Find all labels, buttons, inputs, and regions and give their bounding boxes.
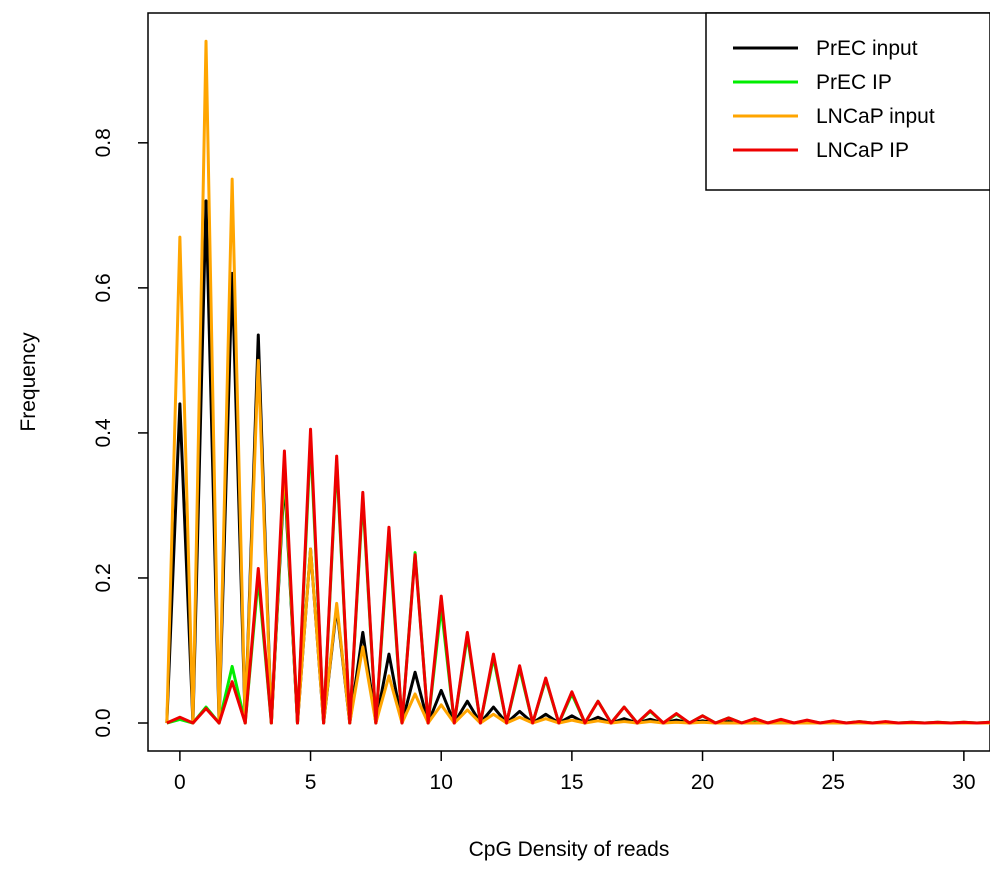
y-tick-label: 0.4 <box>92 418 115 448</box>
legend-label: PrEC input <box>816 37 918 60</box>
y-tick-label: 0.6 <box>92 273 115 302</box>
x-axis-label: CpG Density of reads <box>469 838 670 861</box>
y-tick-label: 0.0 <box>92 708 115 737</box>
legend-box <box>705 12 990 191</box>
x-tick-label: 25 <box>822 771 845 794</box>
x-tick-label: 20 <box>691 771 714 794</box>
legend-label: LNCaP IP <box>816 139 909 162</box>
plot-frame <box>147 12 990 752</box>
plot-area <box>165 39 990 725</box>
y-tick-label: 0.8 <box>92 128 115 157</box>
x-tick-label: 30 <box>952 771 975 794</box>
legend-label: PrEC IP <box>816 71 892 94</box>
x-tick-label: 0 <box>174 771 186 794</box>
x-tick-label: 15 <box>560 771 583 794</box>
y-tick-label: 0.2 <box>92 563 115 592</box>
legend-label: LNCaP input <box>816 105 935 128</box>
series-line <box>165 199 990 725</box>
x-tick-label: 10 <box>430 771 453 794</box>
y-axis-label: Frequency <box>17 332 40 432</box>
series-line <box>166 427 990 725</box>
x-tick-label: 5 <box>305 771 317 794</box>
